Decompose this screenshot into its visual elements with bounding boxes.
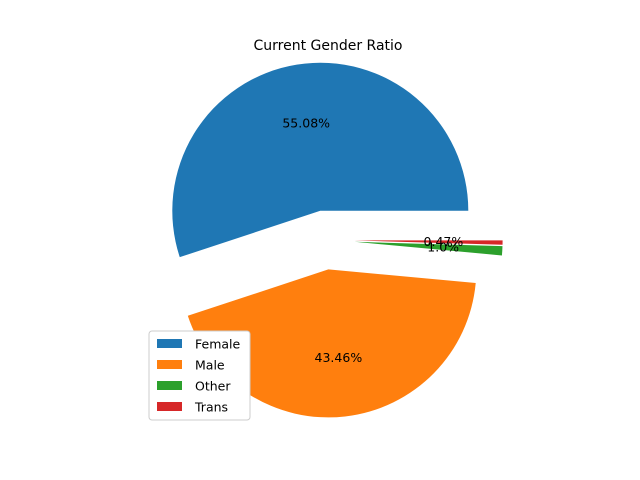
pie-labels: 55.08% 43.46% 1.0%0.47%	[282, 116, 463, 366]
pie-slices	[172, 62, 503, 418]
legend-label-female: Female	[195, 337, 241, 352]
slice-label-male: 43.46%	[315, 350, 363, 365]
legend-label-male: Male	[195, 358, 225, 373]
slice-label-other: 1.0%	[427, 240, 459, 255]
pie-slice-other	[354, 241, 503, 256]
legend-label-trans: Trans	[194, 400, 228, 415]
legend: Female Male Other Trans	[148, 330, 251, 421]
legend-swatch-other	[157, 381, 182, 390]
legend-frame	[148, 330, 251, 421]
pie-slice-male	[187, 269, 476, 418]
legend-swatch-trans	[157, 402, 182, 411]
legend-label-other: Other	[195, 379, 231, 394]
legend-swatch-male	[157, 360, 182, 369]
chart-title: Current Gender Ratio	[253, 38, 402, 54]
slice-label-female: 55.08%	[282, 116, 330, 131]
pie-slice-trans	[354, 240, 503, 245]
pie-slice-female	[172, 62, 469, 258]
legend-swatch-female	[157, 339, 182, 348]
slice-label-trans: 0.47%	[424, 234, 464, 249]
